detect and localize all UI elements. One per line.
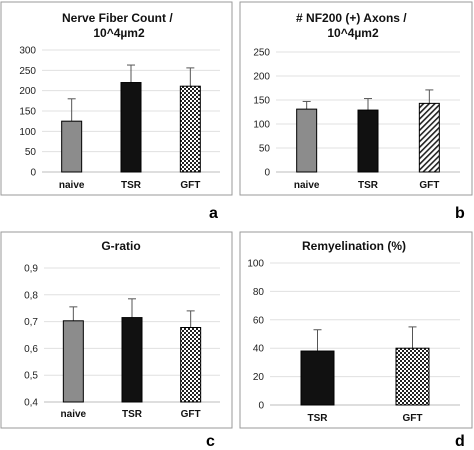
panel-b: # NF200 (+) Axons / 10^4µm2 0 50 100 150 200… — [239, 1, 473, 196]
a-ytick-label: 100 — [19, 127, 36, 138]
panel-a-title-line-1: Nerve Fiber Count / — [62, 11, 173, 25]
c-ytick-label: 0,7 — [24, 317, 38, 328]
panel-a: Nerve Fiber Count / 10^4µm2 0 50 100 150 200… — [0, 1, 233, 196]
panel-a-plot: 0 50 100 150 200 250 300 naive TSR GFT — [19, 46, 220, 191]
panel-a-title: Nerve Fiber Count / 10^4µm2 — [62, 11, 176, 40]
b-ytick-label: 50 — [259, 144, 271, 155]
c-bar-TSR — [121, 317, 143, 403]
b-ytick-label: 200 — [253, 72, 270, 83]
b-ytick-label: 100 — [253, 120, 270, 131]
panel-b-title-line-1: # NF200 (+) Axons / — [296, 11, 407, 25]
c-category-label: naive — [61, 409, 87, 420]
a-bar-naive — [61, 120, 83, 173]
d-category-label: GFT — [403, 413, 423, 424]
b-category-label: naive — [294, 180, 320, 191]
panel-d-frame — [239, 231, 473, 429]
panel-d-letter: d — [455, 433, 465, 450]
panel-c-title-line-1: G-ratio — [101, 239, 140, 253]
d-ytick-label: 40 — [253, 344, 265, 355]
b-ytick-label: 150 — [253, 96, 270, 107]
panel-c-letter: c — [206, 433, 215, 450]
b-ytick-label: 250 — [253, 48, 270, 59]
c-ytick-label: 0,6 — [24, 344, 38, 355]
panel-d: Remyelination (%) 0 20 40 60 80 100 TSR GFT — [239, 231, 473, 429]
c-bar-GFT — [180, 326, 202, 403]
panel-d-plot: 0 20 40 60 80 100 TSR GFT — [247, 259, 460, 424]
panel-d-title: Remyelination (%) — [302, 239, 406, 253]
d-ytick-label: 80 — [253, 287, 265, 298]
d-ytick-label: 60 — [253, 315, 265, 326]
b-bar-naive — [296, 108, 318, 173]
a-category-label: TSR — [121, 180, 142, 191]
panel-c: G-ratio 0,4 0,5 0,6 0,7 0,8 0,9 naive TSR GFT — [0, 231, 233, 429]
c-ytick-label: 0,5 — [24, 371, 38, 382]
d-bar-GFT — [395, 347, 430, 406]
a-bar-TSR — [120, 82, 142, 173]
c-ytick-label: 0,8 — [24, 290, 38, 301]
a-ytick-label: 200 — [19, 86, 36, 97]
panel-a-letter: a — [209, 205, 218, 222]
d-ytick-label: 100 — [247, 259, 264, 270]
panel-a-title-line-2: 10^4µm2 — [93, 26, 145, 40]
b-bar-TSR — [357, 109, 379, 173]
d-ytick-label: 0 — [258, 401, 264, 412]
a-bar-GFT — [179, 85, 201, 173]
a-ytick-label: 0 — [30, 168, 36, 179]
a-ytick-label: 250 — [19, 66, 36, 77]
d-ytick-label: 20 — [253, 372, 265, 383]
a-ytick-label: 300 — [19, 46, 36, 57]
c-ytick-label: 0,4 — [24, 398, 38, 409]
c-category-label: GFT — [181, 409, 201, 420]
c-ytick-label: 0,9 — [24, 264, 38, 275]
b-category-label: TSR — [358, 180, 379, 191]
panel-b-title-line-2: 10^4µm2 — [327, 26, 379, 40]
a-category-label: naive — [59, 180, 85, 191]
d-category-label: TSR — [308, 413, 329, 424]
a-ytick-label: 150 — [19, 107, 36, 118]
a-ytick-label: 50 — [25, 147, 37, 158]
b-ytick-label: 0 — [264, 168, 270, 179]
b-bar-GFT — [418, 102, 440, 173]
panel-d-title-line-1: Remyelination (%) — [302, 239, 406, 253]
panel-c-plot: 0,4 0,5 0,6 0,7 0,8 0,9 naive TSR GFT — [24, 264, 220, 420]
b-category-label: GFT — [419, 180, 439, 191]
c-bar-naive — [62, 320, 84, 403]
a-category-label: GFT — [180, 180, 200, 191]
panel-c-title: G-ratio — [101, 239, 140, 253]
c-category-label: TSR — [122, 409, 143, 420]
panel-b-title: # NF200 (+) Axons / 10^4µm2 — [296, 11, 410, 40]
panel-b-plot: 0 50 100 150 200 250 naive TSR GFT — [253, 48, 460, 191]
d-bar-TSR — [300, 350, 335, 406]
panel-b-letter: b — [455, 205, 465, 222]
